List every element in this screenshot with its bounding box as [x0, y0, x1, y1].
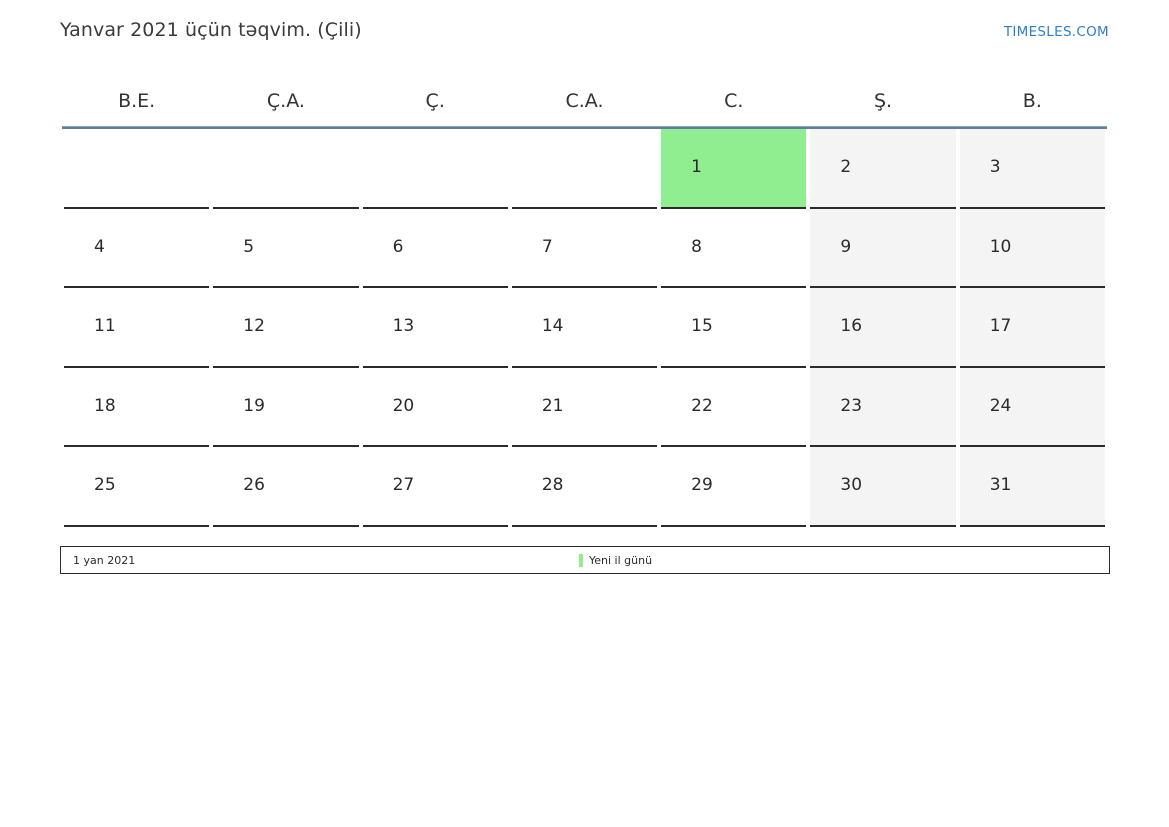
calendar-week-row: 25 26 27 28 29 30 31 — [62, 447, 1107, 527]
page-title: Yanvar 2021 üçün təqvim. (Çili) — [60, 19, 362, 41]
day-number: 6 — [392, 236, 404, 257]
calendar-week-row: 11 12 13 14 15 16 17 — [62, 288, 1107, 368]
calendar-week-row: 4 5 6 7 8 9 10 — [62, 208, 1107, 289]
day-number: 1 — [691, 157, 702, 177]
calendar-grid: B.E. Ç.A. Ç. C.A. C. Ş. B. 1 2 3 4 5 6 7 8 9 10 11 12 13 14… — [62, 76, 1107, 527]
day-number: 23 — [840, 395, 863, 416]
day-cell[interactable]: 12 — [213, 288, 359, 368]
weekday-header-row: B.E. Ç.A. Ç. C.A. C. Ş. B. — [62, 76, 1107, 126]
day-number: 25 — [94, 475, 116, 496]
day-cell[interactable]: 28 — [511, 447, 658, 527]
day-cell-empty — [213, 129, 359, 209]
day-number: 30 — [840, 475, 863, 496]
day-number: 20 — [392, 395, 415, 416]
day-cell[interactable]: 26 — [213, 447, 359, 527]
day-number: 24 — [989, 395, 1012, 416]
header-divider — [62, 126, 1107, 129]
day-number: 28 — [541, 475, 564, 496]
day-number: 7 — [541, 236, 553, 257]
day-cell[interactable]: 3 — [959, 129, 1105, 209]
day-number: 19 — [243, 395, 265, 416]
weekday-header-5: Ş. — [873, 90, 893, 112]
day-cell[interactable]: 8 — [661, 209, 807, 289]
legend-date: 1 yan 2021 — [73, 554, 136, 567]
day-cell[interactable]: 14 — [511, 288, 658, 368]
day-number: 12 — [243, 316, 265, 337]
day-cell[interactable]: 10 — [959, 208, 1105, 289]
calendar-week-row: 1 2 3 — [62, 129, 1107, 209]
day-number: 18 — [94, 395, 116, 416]
day-number: 4 — [94, 236, 105, 257]
day-cell[interactable]: 27 — [362, 447, 508, 527]
day-cell[interactable]: 21 — [511, 368, 658, 448]
day-cell[interactable]: 24 — [959, 367, 1105, 448]
day-cell[interactable]: 17 — [959, 288, 1105, 368]
day-number: 3 — [989, 157, 1001, 177]
day-number: 31 — [989, 475, 1012, 496]
holiday-color-swatch — [579, 553, 583, 567]
day-cell[interactable]: 7 — [511, 209, 658, 289]
day-cell[interactable]: 30 — [810, 447, 956, 527]
legend-entry: Yeni il günü — [579, 552, 652, 568]
day-number: 17 — [989, 316, 1012, 337]
day-cell[interactable]: 25 — [64, 447, 210, 527]
day-number: 14 — [541, 316, 564, 337]
day-cell[interactable]: 5 — [213, 209, 359, 289]
legend-box: 1 yan 2021 Yeni il günü — [60, 546, 1110, 574]
day-cell-empty — [362, 129, 508, 209]
day-number: 21 — [541, 395, 564, 416]
day-number: 27 — [392, 475, 415, 496]
day-cell[interactable]: 29 — [661, 447, 807, 527]
day-number: 26 — [243, 475, 265, 496]
day-number: 15 — [691, 316, 713, 337]
legend-entry-label: Yeni il günü — [589, 553, 653, 567]
day-cell[interactable]: 19 — [213, 368, 359, 448]
day-cell[interactable]: 11 — [64, 288, 210, 368]
calendar-weeks: 1 2 3 4 5 6 7 8 9 10 11 12 13 14 15 16 17 18 19 20 21 22 23 24 2… — [62, 129, 1107, 527]
day-cell[interactable]: 6 — [362, 209, 508, 289]
weekday-header-6: B. — [1022, 90, 1042, 112]
weekday-header-0: B.E. — [118, 90, 156, 112]
day-cell[interactable]: 31 — [959, 447, 1105, 527]
day-cell[interactable]: 13 — [362, 288, 508, 368]
day-number: 5 — [243, 236, 255, 257]
day-cell-empty — [511, 129, 658, 209]
page-header: Yanvar 2021 üçün təqvim. (Çili) TIMESLES… — [0, 0, 1169, 62]
day-cell[interactable]: 20 — [362, 368, 508, 448]
day-number: 29 — [691, 475, 713, 496]
weekday-header-3: C.A. — [565, 90, 604, 112]
day-number: 13 — [392, 316, 415, 337]
brand-link[interactable]: TIMESLES.COM — [1003, 24, 1109, 40]
day-number: 8 — [691, 236, 702, 257]
day-number: 16 — [840, 316, 863, 337]
day-cell[interactable]: 2 — [810, 129, 956, 209]
day-cell[interactable]: 16 — [810, 288, 956, 368]
day-cell[interactable]: 9 — [810, 208, 956, 289]
day-number: 10 — [989, 236, 1012, 257]
day-cell-empty — [64, 129, 210, 209]
day-cell[interactable]: 18 — [64, 368, 210, 448]
day-number: 2 — [840, 157, 852, 177]
day-cell[interactable]: 23 — [810, 367, 956, 448]
day-number: 11 — [94, 316, 116, 337]
day-number: 22 — [691, 395, 713, 416]
weekday-header-4: C. — [724, 90, 744, 112]
weekday-header-1: Ç.A. — [266, 90, 305, 112]
calendar-week-row: 18 19 20 21 22 23 24 — [62, 367, 1107, 448]
day-cell[interactable]: 15 — [661, 288, 807, 368]
day-cell[interactable]: 22 — [661, 368, 807, 448]
day-cell[interactable]: 4 — [64, 209, 210, 289]
weekday-header-2: Ç. — [425, 90, 445, 112]
day-cell[interactable]: 1 — [661, 129, 807, 209]
day-number: 9 — [840, 236, 852, 257]
